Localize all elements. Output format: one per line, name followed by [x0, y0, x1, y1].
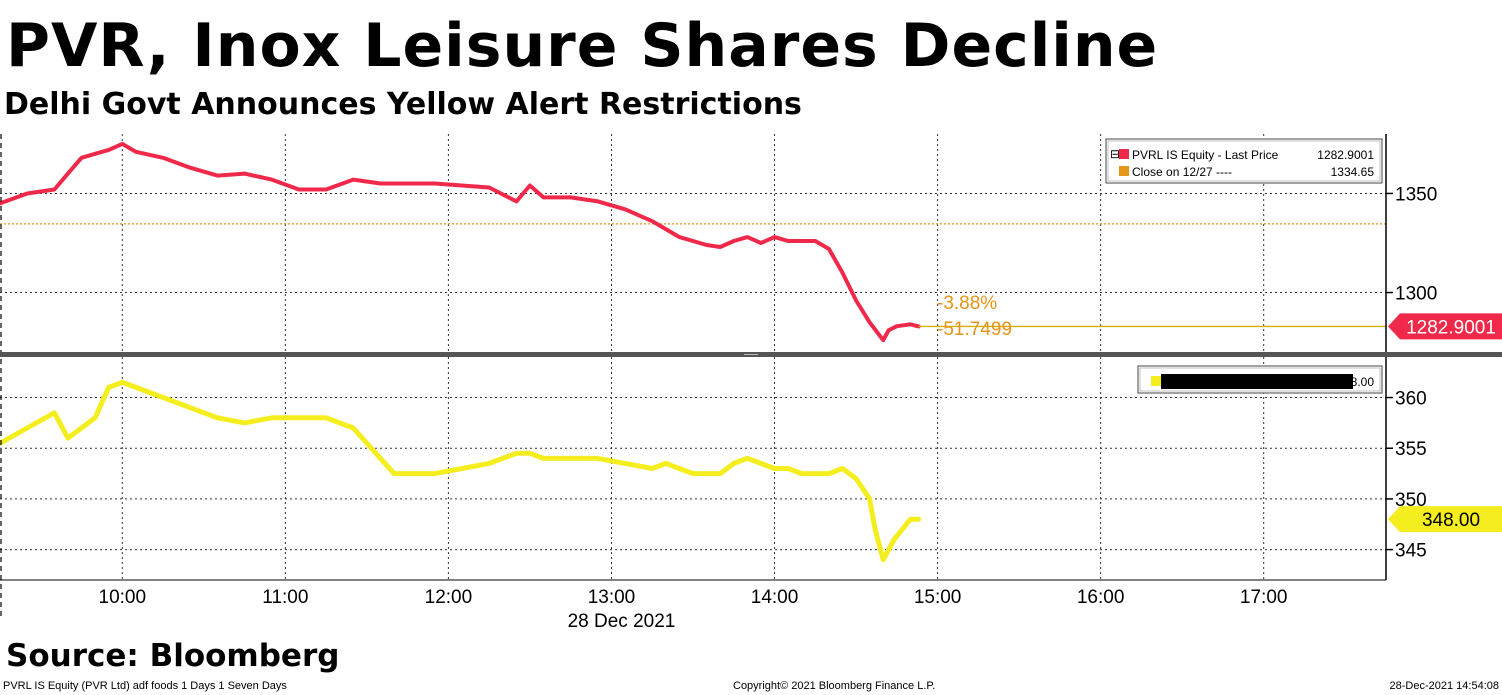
y-tick-label: 350 [1395, 490, 1427, 511]
legend-collapse-icon: ⊟ [1110, 147, 1120, 161]
bottom-legend-inner [1139, 367, 1381, 392]
y-tick-label: 360 [1395, 389, 1427, 410]
pvr-price-line [0, 141, 921, 343]
legend-entry-value: 1282.9001 [1317, 148, 1374, 162]
chart-subheadline: Delhi Govt Announces Yellow Alert Restri… [4, 87, 802, 122]
x-tick-label: 17:00 [1240, 587, 1288, 608]
footer-security-info: PVRL IS Equity (PVR Ltd) adf foods 1 Day… [3, 680, 287, 692]
y-tick-label: 345 [1395, 541, 1427, 562]
legend-entry-label: Close on 12/27 ---- [1132, 165, 1232, 179]
pvr-last-price-tag [1388, 313, 1502, 340]
x-tick-label: 15:00 [914, 587, 962, 608]
x-tick-label: 16:00 [1077, 587, 1125, 608]
legend-entry-value: 348.00 [1337, 375, 1374, 389]
top-legend [1105, 138, 1383, 184]
inox-price-line [0, 379, 922, 563]
top-legend-inner [1107, 140, 1381, 182]
x-tick-label: 10:00 [99, 587, 147, 608]
x-tick-label: 11:00 [262, 587, 308, 608]
legend-highlight [1161, 374, 1353, 389]
pvr-last-price-tag-text: 1282.9001 [1406, 317, 1496, 338]
legend-entry-value: 1334.65 [1331, 165, 1375, 179]
x-tick-label: 13:00 [588, 587, 636, 608]
change-percent-label: -3.88% [937, 293, 997, 314]
footer-timestamp: 28-Dec-2021 14:54:08 [1389, 680, 1499, 692]
y-tick-label: 355 [1395, 439, 1427, 460]
source-label: Source: Bloomberg [6, 638, 340, 674]
footer-copyright: Copyright© 2021 Bloomberg Finance L.P. [733, 680, 936, 692]
legend-swatch [1119, 166, 1129, 176]
chart-headline: PVR, Inox Leisure Shares Decline [6, 11, 1159, 81]
x-axis-date-label: 28 Dec 2021 [568, 611, 676, 632]
legend-swatch [1119, 149, 1129, 159]
inox-last-price-tag-text: 348.00 [1422, 510, 1480, 531]
y-tick-label: 1300 [1395, 284, 1437, 305]
x-tick-label: 12:00 [425, 587, 473, 608]
y-tick-label: 1350 [1395, 184, 1437, 205]
inox-last-price-tag [1388, 506, 1502, 533]
change-absolute-label: -51.7499 [937, 319, 1012, 340]
legend-entry-label: PVRL IS Equity - Last Price [1132, 148, 1279, 162]
x-tick-label: 14:00 [751, 587, 799, 608]
legend-entry-label: INOL IS Equity - Last Price [1164, 375, 1307, 389]
legend-swatch [1151, 376, 1161, 386]
